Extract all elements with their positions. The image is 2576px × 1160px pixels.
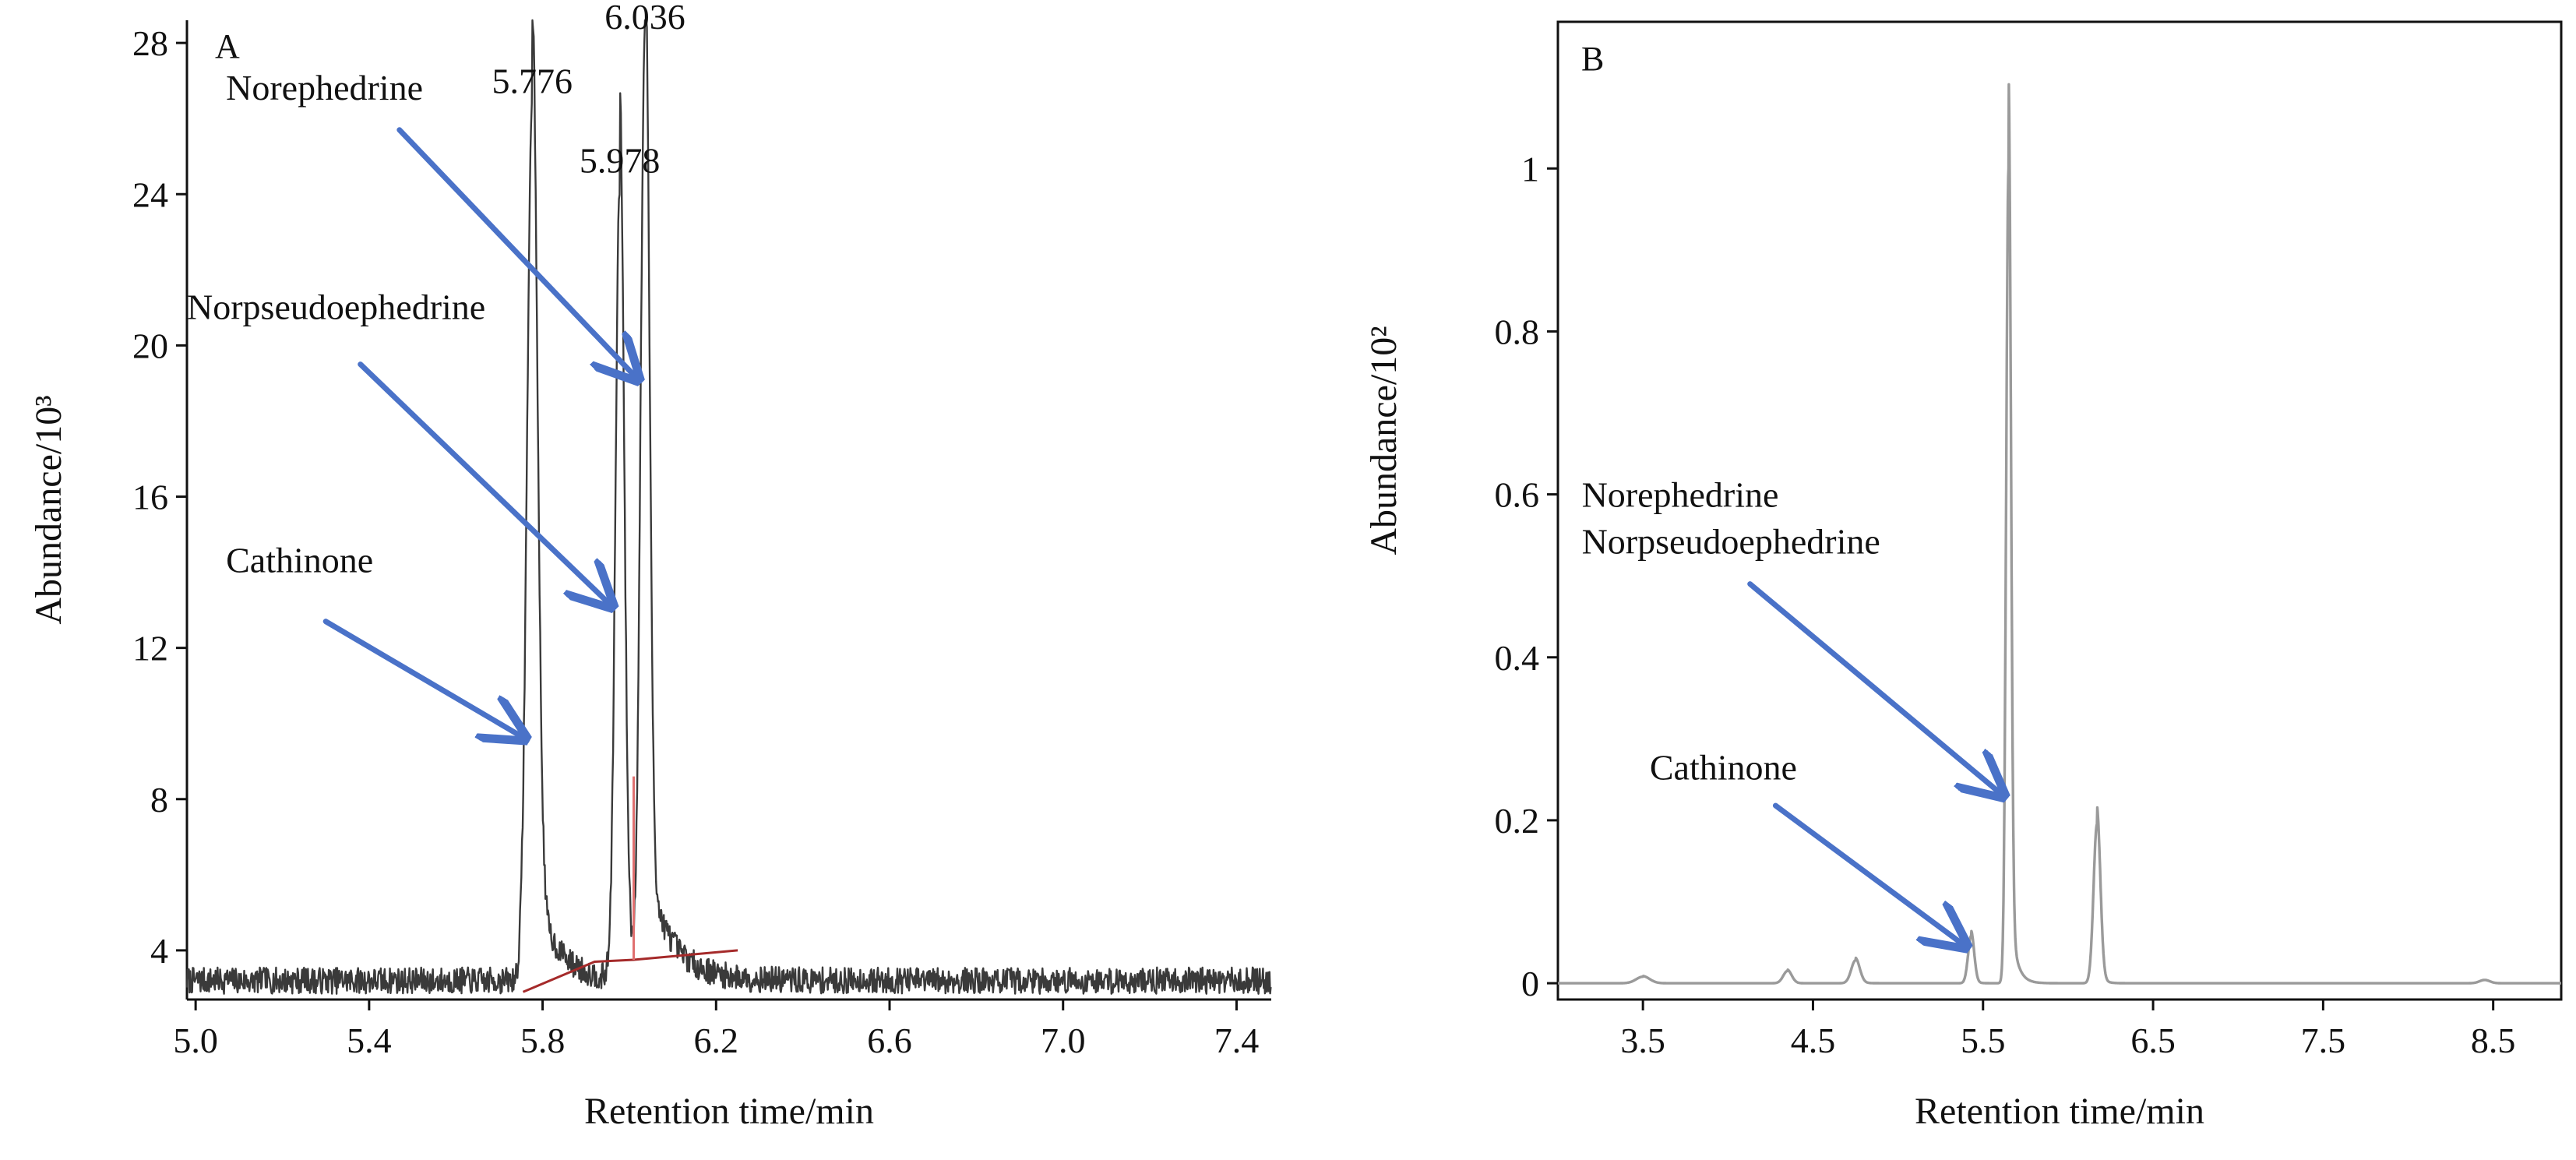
x-tick-label: 5.5	[1961, 1021, 2006, 1060]
panel-a-letter: A	[215, 27, 240, 65]
annotation-label: Cathinone	[226, 541, 373, 580]
x-tick-label: 5.4	[347, 1021, 392, 1060]
y-tick-label: 0.2	[1495, 801, 1540, 841]
annotation-label: Norpseudoephedrine	[187, 287, 485, 326]
chart-panel-a: 5.0 5.4 5.8 6.2 6.6 7.0 7.4 4 8 12 16 20 24 28 5.776…	[28, 0, 1272, 1132]
panel-b-x-ticks: 3.5 4.5 5.5 6.5 7.5 8.5	[1620, 1000, 2515, 1060]
annotation-arrow	[322, 619, 525, 739]
panel-b-y-ticks: 0 0.2 0.4 0.6 0.8 1	[1495, 149, 1558, 1003]
y-tick-label: 8	[150, 780, 168, 820]
annotation-arrow	[396, 127, 638, 379]
x-tick-label: 6.2	[694, 1021, 739, 1060]
panel-b-trace-line	[1556, 83, 2563, 985]
peak-label: 5.776	[492, 62, 573, 101]
panel-a-annotations: Norephedrine Norpseudoephedrine Cathinone	[187, 68, 638, 739]
panel-b-letter: B	[1581, 40, 1604, 78]
x-tick-label: 4.5	[1791, 1021, 1836, 1060]
panel-a-integration-baseline	[522, 949, 738, 993]
annotation-label: Norpseudoephedrine	[1582, 521, 1880, 561]
panel-b-y-axis-title: Abundance/10²	[1363, 326, 1404, 555]
y-tick-label: 28	[132, 23, 168, 63]
y-tick-label: 24	[132, 175, 168, 214]
panel-a-peak-labels: 5.776 5.978 6.036	[492, 0, 685, 181]
chart-panel-b: 3.5 4.5 5.5 6.5 7.5 8.5 0 0.2 0.4 0.6 0.8 1 Noreph…	[1363, 20, 2563, 1132]
x-tick-label: 3.5	[1620, 1021, 1665, 1060]
y-tick-label: 20	[132, 326, 168, 365]
x-tick-label: 6.6	[867, 1021, 912, 1060]
y-tick-label: 1	[1521, 149, 1539, 189]
y-tick-label: 16	[132, 478, 168, 517]
annotation-arrow	[1747, 581, 2003, 796]
x-tick-label: 6.5	[2130, 1021, 2176, 1060]
y-tick-label: 0.6	[1495, 475, 1540, 515]
x-tick-label: 7.4	[1214, 1021, 1260, 1060]
peak-label: 5.978	[580, 141, 661, 181]
annotation-arrow	[358, 361, 612, 607]
panel-b-annotations: Norephedrine Norpseudoephedrine Cathinone	[1582, 474, 2003, 947]
annotation-label: Norephedrine	[1582, 474, 1779, 514]
y-tick-label: 0.8	[1495, 312, 1540, 351]
y-tick-label: 0	[1521, 964, 1539, 1003]
y-tick-label: 4	[150, 931, 168, 971]
panel-a-y-axis-title: Abundance/10³	[28, 395, 69, 624]
x-tick-label: 5.8	[520, 1021, 566, 1060]
peak-label: 6.036	[604, 0, 685, 37]
x-tick-label: 7.0	[1041, 1021, 1086, 1060]
y-tick-label: 0.4	[1495, 638, 1540, 678]
panel-a-x-ticks: 5.0 5.4 5.8 6.2 6.6 7.0 7.4	[173, 20, 1271, 1060]
y-tick-label: 12	[132, 629, 168, 668]
panel-a-x-axis-title: Retention time/min	[584, 1091, 874, 1132]
x-tick-label: 7.5	[2301, 1021, 2346, 1060]
annotation-arrow	[1772, 802, 1966, 947]
x-tick-label: 8.5	[2471, 1021, 2516, 1060]
panel-b-x-axis-title: Retention time/min	[1915, 1091, 2204, 1132]
annotation-label: Norephedrine	[226, 68, 423, 108]
x-tick-label: 5.0	[173, 1021, 218, 1060]
panel-b-frame	[1556, 20, 2563, 1001]
panel-a-trace-line	[185, 19, 1272, 995]
panel-a-y-ticks: 4 8 12 16 20 24 28	[132, 23, 187, 971]
annotation-label: Cathinone	[1650, 748, 1797, 788]
